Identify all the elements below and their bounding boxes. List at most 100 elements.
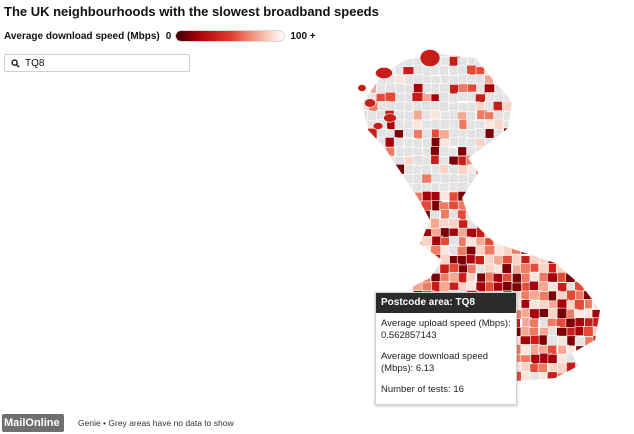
map-region[interactable] <box>422 264 433 275</box>
map-region[interactable] <box>519 118 532 132</box>
map-region[interactable] <box>565 65 578 76</box>
map-region[interactable] <box>350 229 361 239</box>
map-region[interactable] <box>358 182 371 195</box>
map-region[interactable] <box>583 110 594 121</box>
map-region[interactable] <box>565 49 576 59</box>
map-region[interactable] <box>573 75 586 88</box>
map-region[interactable] <box>557 74 568 87</box>
map-region[interactable] <box>376 191 389 204</box>
map-region[interactable] <box>574 138 587 151</box>
map-region[interactable] <box>457 92 469 102</box>
map-region[interactable] <box>574 219 586 233</box>
map-region[interactable] <box>511 226 522 239</box>
map-region[interactable] <box>358 74 370 86</box>
map-region[interactable] <box>583 255 594 266</box>
map-region[interactable] <box>440 253 452 265</box>
map-region[interactable] <box>555 182 568 195</box>
map-region[interactable] <box>494 218 507 229</box>
map-region[interactable] <box>566 361 577 374</box>
map-region[interactable] <box>583 190 596 201</box>
map-region[interactable] <box>556 209 567 222</box>
map-region[interactable] <box>512 273 523 285</box>
map-region[interactable] <box>359 299 371 310</box>
map-region[interactable] <box>420 273 431 284</box>
map-region[interactable] <box>528 280 539 292</box>
map-region[interactable] <box>566 156 578 167</box>
map-region[interactable] <box>350 138 359 149</box>
map-region[interactable] <box>591 92 604 106</box>
map-region[interactable] <box>591 129 603 142</box>
map-region[interactable] <box>375 145 386 158</box>
map-region[interactable] <box>528 163 542 175</box>
map-region[interactable] <box>591 183 603 194</box>
map-region[interactable] <box>547 244 559 256</box>
map-region[interactable] <box>386 165 398 177</box>
map-region[interactable] <box>556 137 569 149</box>
map-region[interactable] <box>384 200 396 211</box>
map-region[interactable] <box>350 174 363 185</box>
map-region[interactable] <box>438 48 450 58</box>
map-region[interactable] <box>350 93 361 103</box>
map-region[interactable] <box>368 156 380 169</box>
map-region[interactable] <box>584 389 596 402</box>
map-region[interactable] <box>350 165 359 175</box>
map-region[interactable] <box>602 310 610 321</box>
map-region[interactable] <box>358 208 368 220</box>
map-region[interactable] <box>538 272 549 284</box>
map-region[interactable] <box>584 73 596 84</box>
map-region[interactable] <box>575 155 589 167</box>
map-region[interactable] <box>385 173 398 185</box>
map-region[interactable] <box>359 138 372 150</box>
map-region[interactable] <box>547 371 558 382</box>
map-region[interactable] <box>466 64 478 76</box>
map-region[interactable] <box>602 229 610 240</box>
map-region[interactable] <box>511 74 522 88</box>
map-region[interactable] <box>395 254 408 268</box>
map-region[interactable] <box>564 200 575 214</box>
map-region[interactable] <box>592 146 605 159</box>
map-region[interactable] <box>575 209 588 219</box>
map-region[interactable] <box>556 119 568 131</box>
map-region[interactable] <box>367 49 379 59</box>
map-region[interactable] <box>538 281 550 292</box>
map-region[interactable] <box>546 83 558 96</box>
map-region[interactable] <box>584 345 595 357</box>
map-region[interactable] <box>512 164 524 177</box>
map-region[interactable] <box>413 74 425 85</box>
map-region[interactable] <box>602 327 610 337</box>
map-region[interactable] <box>360 272 370 283</box>
map-region[interactable] <box>520 147 533 159</box>
map-region[interactable] <box>395 83 406 95</box>
map-region[interactable] <box>583 146 596 158</box>
map-region[interactable] <box>566 102 577 114</box>
map-region[interactable] <box>485 155 495 167</box>
map-region[interactable] <box>528 110 539 121</box>
map-region[interactable] <box>467 183 478 196</box>
map-region[interactable] <box>367 191 380 204</box>
map-region[interactable] <box>603 391 610 401</box>
map-region[interactable] <box>411 226 422 237</box>
map-region[interactable] <box>555 155 567 167</box>
map-region[interactable] <box>592 83 603 95</box>
map-region[interactable] <box>584 200 595 211</box>
map-region[interactable] <box>539 118 552 130</box>
map-region[interactable] <box>556 55 569 69</box>
map-region[interactable] <box>359 245 372 258</box>
map-region[interactable] <box>393 235 406 248</box>
map-region[interactable] <box>556 110 569 122</box>
map-region[interactable] <box>485 48 497 58</box>
map-region[interactable] <box>519 65 532 77</box>
map-region[interactable] <box>602 256 610 267</box>
map-region[interactable] <box>456 64 467 76</box>
map-region[interactable] <box>351 130 361 140</box>
map-region[interactable] <box>385 281 396 293</box>
map-region[interactable] <box>547 91 559 102</box>
map-region[interactable] <box>475 74 486 85</box>
map-region[interactable] <box>601 372 610 382</box>
map-region[interactable] <box>557 128 570 139</box>
map-region[interactable] <box>503 48 515 59</box>
map-region[interactable] <box>602 245 610 255</box>
map-region[interactable] <box>501 263 512 274</box>
map-region[interactable] <box>393 263 405 276</box>
map-region[interactable] <box>502 209 512 220</box>
